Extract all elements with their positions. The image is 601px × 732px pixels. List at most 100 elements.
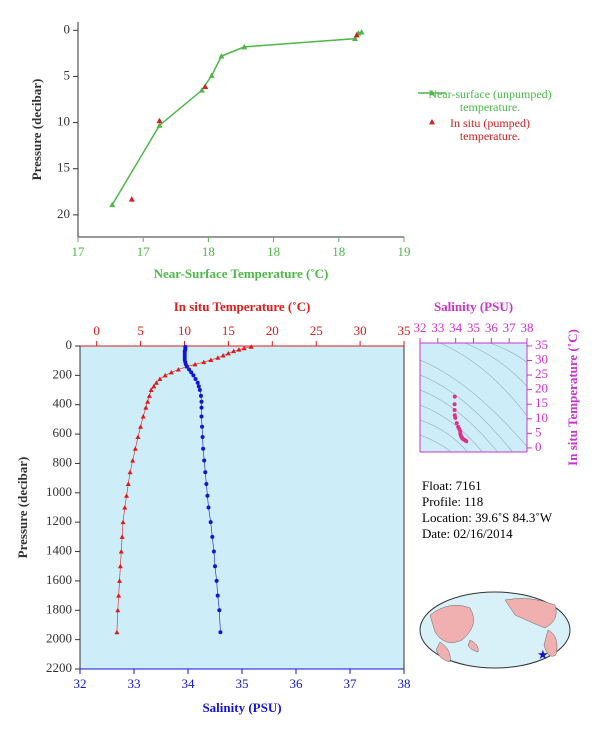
- point: [452, 408, 457, 413]
- point: [153, 380, 159, 385]
- point: [193, 377, 198, 382]
- point: [117, 563, 123, 569]
- y-tick-label: 10: [535, 410, 548, 425]
- point: [204, 482, 209, 487]
- x-tick-label: 35: [236, 676, 249, 691]
- point: [138, 424, 144, 429]
- x-axis-label: Salinity (PSU): [202, 700, 281, 715]
- y-axis-label: Pressure (decibar): [15, 457, 30, 559]
- point: [143, 405, 149, 410]
- x2-tick-label: 20: [266, 323, 279, 338]
- info-line: Profile: 118: [422, 494, 484, 509]
- point: [146, 393, 152, 398]
- point: [214, 578, 219, 583]
- y-tick-label: 20: [57, 206, 70, 221]
- point: [215, 593, 220, 598]
- point: [199, 405, 204, 410]
- x-tick-label: 36: [290, 676, 304, 691]
- point: [162, 372, 168, 378]
- y-tick-label: 15: [535, 395, 548, 410]
- point: [117, 578, 123, 583]
- x-tick-label: 18: [332, 244, 345, 259]
- y-axis-label: Pressure (decibar): [29, 79, 44, 181]
- point: [236, 347, 242, 352]
- point: [358, 29, 365, 35]
- float-location: ★: [537, 647, 549, 662]
- x2-axis-label: In situ Temperature (˚C): [174, 299, 311, 314]
- point: [453, 415, 458, 420]
- point: [196, 384, 201, 389]
- point: [127, 469, 133, 475]
- y-tick-label: 20: [535, 381, 548, 396]
- point: [175, 366, 181, 372]
- point: [452, 402, 457, 407]
- point: [218, 630, 223, 635]
- x2-tick-label: 25: [310, 323, 323, 338]
- y-tick-label: 10: [57, 114, 70, 129]
- point: [168, 369, 174, 375]
- point: [213, 564, 217, 569]
- y-tick-label: 5: [64, 67, 71, 82]
- point: [200, 424, 205, 429]
- x-tick-label: 37: [503, 320, 517, 335]
- point: [145, 399, 151, 404]
- y-tick-label: 0: [535, 439, 542, 454]
- point: [124, 493, 130, 498]
- x2-tick-label: 0: [93, 323, 100, 338]
- point: [148, 387, 154, 393]
- x-tick-label: 17: [72, 244, 86, 259]
- point: [199, 399, 204, 404]
- y-tick-label: 1400: [46, 543, 72, 558]
- point: [195, 380, 200, 385]
- y-tick-label: 35: [535, 337, 548, 352]
- point: [464, 439, 469, 444]
- x-tick-label: 18: [202, 244, 215, 259]
- point: [140, 413, 146, 419]
- point: [135, 434, 141, 440]
- point: [125, 481, 131, 487]
- point: [215, 355, 221, 360]
- info-line: Date: 02/16/2014: [422, 526, 513, 541]
- y-tick-label: 1600: [46, 572, 72, 587]
- x-tick-label: 38: [521, 320, 534, 335]
- point: [151, 383, 157, 389]
- x-tick-label: 17: [137, 244, 151, 259]
- point: [128, 196, 135, 202]
- point: [452, 394, 457, 399]
- x-axis-label: Salinity (PSU): [434, 299, 513, 314]
- point: [454, 421, 459, 426]
- y-axis-label: In situ Temperature (˚C): [565, 329, 580, 466]
- point: [208, 72, 215, 78]
- point: [220, 353, 226, 358]
- x-tick-label: 37: [344, 676, 358, 691]
- y-tick-label: 25: [535, 366, 548, 381]
- point: [119, 534, 125, 539]
- ts-background: [420, 343, 527, 452]
- x-tick-label: 19: [398, 244, 411, 259]
- point: [156, 122, 163, 128]
- point: [197, 388, 202, 393]
- world-map: ★: [419, 591, 571, 669]
- x-tick-label: 33: [431, 320, 444, 335]
- x-tick-label: 34: [182, 676, 196, 691]
- point: [199, 414, 204, 419]
- point: [201, 359, 207, 365]
- x-axis-label: Near-Surface Temperature (˚C): [154, 266, 329, 281]
- point: [192, 361, 198, 367]
- point: [115, 607, 121, 613]
- point: [156, 117, 163, 124]
- x2-tick-label: 10: [178, 323, 191, 338]
- x-tick-label: 33: [128, 676, 141, 691]
- legend-entry: In situ (pumped) temperature.: [450, 116, 530, 143]
- point: [114, 629, 120, 635]
- series-line: [111, 31, 362, 206]
- point: [208, 357, 214, 362]
- y-tick-label: 200: [53, 366, 73, 381]
- x-tick-label: 35: [467, 320, 480, 335]
- point: [218, 53, 225, 59]
- x-tick-label: 38: [398, 676, 411, 691]
- point: [201, 446, 206, 451]
- point: [225, 350, 231, 356]
- point: [198, 87, 205, 93]
